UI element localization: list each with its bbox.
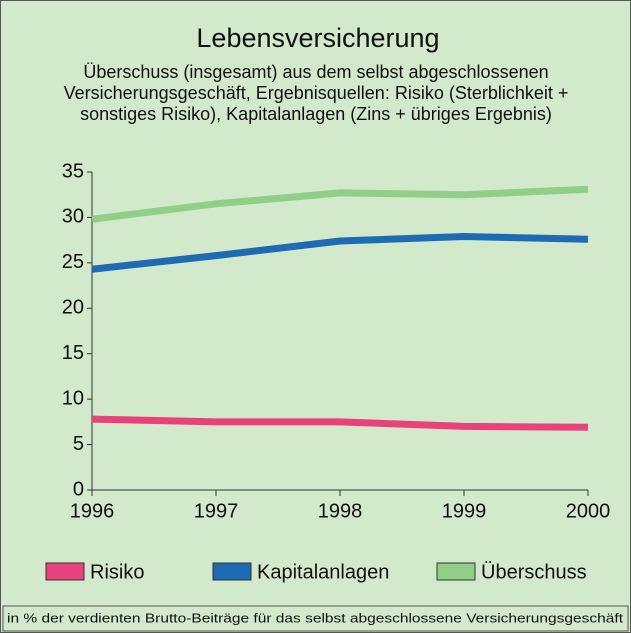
- legend-label: Risiko: [90, 561, 144, 583]
- y-tick-label: 35: [62, 160, 84, 182]
- y-tick-label: 25: [62, 251, 84, 273]
- series-line: [91, 415, 589, 431]
- footnote: in % der verdienten Brutto-Beiträge für …: [7, 610, 623, 625]
- legend-label: Kapitalanlagen: [257, 561, 389, 583]
- y-tick-label: 0: [73, 478, 84, 500]
- legend-label: Überschuss: [481, 561, 587, 583]
- x-tick-label: 1998: [318, 500, 363, 522]
- y-tick-label: 30: [62, 206, 84, 228]
- y-tick-label: 20: [62, 297, 84, 319]
- x-tick-label: 2000: [566, 500, 611, 522]
- footnote-box: [2, 605, 629, 632]
- legend-swatch: [45, 562, 85, 581]
- chart-title: Lebensversicherung: [196, 23, 439, 53]
- x-tick-label: 1997: [194, 500, 239, 522]
- x-tick-label: 1996: [70, 500, 115, 522]
- chart-subtitle: Versicherungsgeschäft, Ergebnisquellen: …: [64, 83, 569, 103]
- chart-subtitle: sonstiges Risiko), Kapitalanlagen (Zins …: [80, 104, 552, 124]
- series-line: [91, 185, 589, 223]
- legend-swatch: [436, 562, 476, 581]
- y-tick-label: 5: [73, 433, 84, 455]
- y-tick-label: 10: [62, 387, 84, 409]
- series-line: [91, 233, 589, 273]
- chart-subtitle: Überschuss (insgesamt) aus dem selbst ab…: [83, 62, 548, 82]
- legend-swatch: [212, 562, 252, 581]
- x-tick-label: 1999: [442, 500, 487, 522]
- y-tick-label: 15: [62, 342, 84, 364]
